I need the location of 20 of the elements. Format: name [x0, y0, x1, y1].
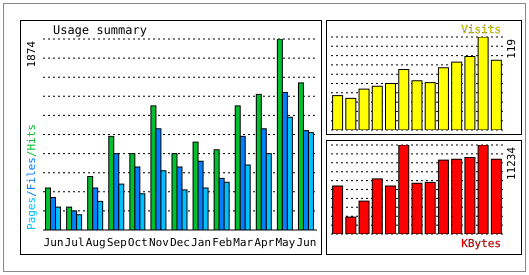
series-label: Visits	[461, 23, 501, 36]
x-tick-label: Dec	[170, 236, 190, 249]
x-tick-label: Jan	[191, 236, 212, 249]
text: 1874	[25, 40, 38, 68]
text: 11234	[505, 146, 518, 180]
x-tick-label: Mar	[233, 236, 254, 249]
x-tick-label: Nov	[148, 236, 170, 249]
x-tick-label: Jul	[64, 236, 85, 249]
series-label: KBytes	[461, 237, 501, 250]
text: 119	[505, 39, 518, 59]
y-axis-title: Pages/Files/Hits	[25, 124, 38, 230]
x-tick-label: Apr	[254, 236, 275, 249]
x-tick-label: Oct	[128, 236, 148, 249]
x-tick-label: May	[275, 236, 296, 249]
x-tick-label: Aug	[86, 236, 106, 249]
x-tick-label: Jun	[296, 236, 316, 249]
x-tick-label: Sep	[106, 236, 127, 249]
x-tick-label: Feb	[212, 236, 232, 249]
chart-title: Usage summary	[53, 23, 147, 37]
x-tick-label: Jun	[44, 236, 64, 249]
